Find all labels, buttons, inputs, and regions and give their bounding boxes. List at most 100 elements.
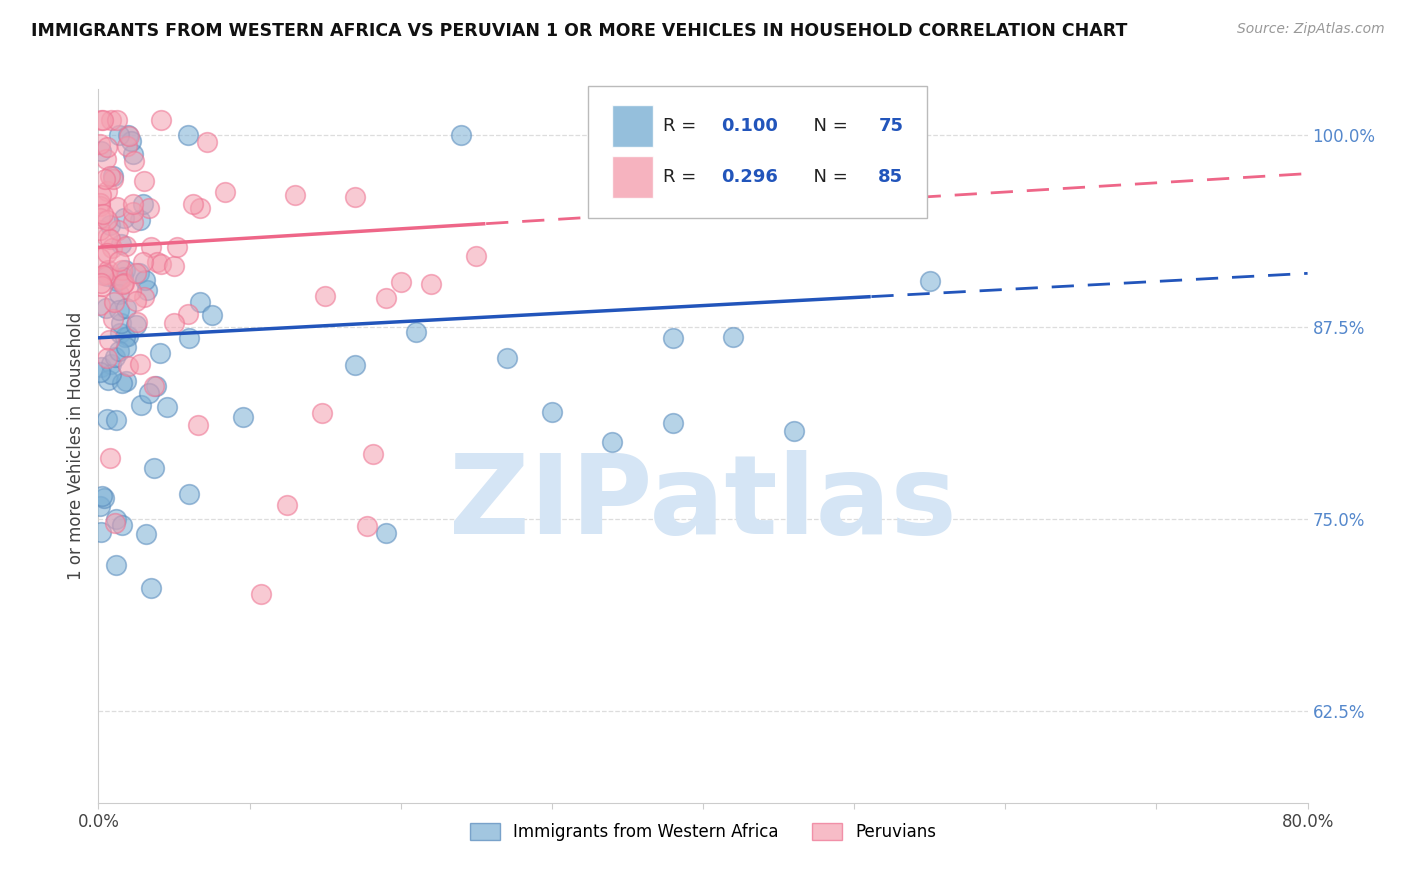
Point (117, 329, 139, 343)
Point (661, 416, 683, 430)
Point (188, 295, 211, 310)
Point (179, 486, 201, 500)
Point (90, 524, 112, 539)
Point (104, 516, 127, 530)
Point (90, 276, 112, 290)
Point (90, 187, 112, 202)
Point (97, 263, 120, 277)
Point (90, 279, 112, 293)
Point (187, 417, 209, 432)
Point (136, 283, 159, 297)
Point (110, 236, 132, 251)
Point (98, 232, 121, 246)
Point (120, 284, 142, 298)
Point (108, 128, 131, 143)
Text: 85: 85 (879, 168, 904, 186)
Point (465, 249, 488, 263)
Point (132, 174, 155, 188)
Point (93, 491, 115, 505)
Point (105, 200, 128, 214)
Point (132, 254, 155, 268)
Point (108, 303, 131, 318)
Text: R =: R = (664, 168, 702, 186)
Point (121, 215, 143, 229)
Point (90, 359, 112, 374)
Point (214, 186, 236, 200)
Point (96, 351, 118, 366)
Point (149, 346, 172, 360)
Point (139, 581, 162, 595)
Point (89, 251, 111, 265)
Point (128, 266, 150, 280)
Point (356, 519, 378, 533)
Point (145, 379, 167, 393)
Point (94, 152, 117, 166)
Point (115, 301, 138, 316)
Point (110, 316, 132, 330)
Point (91, 489, 114, 503)
Point (114, 263, 136, 277)
Point (89, 199, 111, 213)
Point (100, 367, 122, 381)
Point (142, 378, 165, 392)
Point (98, 218, 121, 232)
Point (344, 358, 367, 372)
Point (93, 112, 115, 127)
Text: ZIPatlas: ZIPatlas (449, 450, 957, 557)
Text: N =: N = (803, 118, 853, 136)
Point (122, 196, 145, 211)
Point (131, 398, 153, 412)
Point (361, 447, 384, 461)
Point (132, 290, 155, 304)
Point (181, 196, 204, 211)
Point (122, 146, 145, 161)
Point (111, 270, 134, 285)
Point (201, 308, 224, 322)
Point (122, 204, 145, 219)
Point (100, 112, 122, 127)
Point (129, 357, 152, 371)
Point (284, 188, 307, 202)
Point (96, 184, 118, 198)
Point (112, 277, 135, 291)
Point (125, 318, 148, 332)
Point (120, 134, 142, 148)
Point (107, 344, 129, 359)
Point (111, 376, 134, 390)
Point (150, 112, 173, 127)
Text: IMMIGRANTS FROM WESTERN AFRICA VS PERUVIAN 1 OR MORE VEHICLES IN HOUSEHOLD CORRE: IMMIGRANTS FROM WESTERN AFRICA VS PERUVI… (31, 22, 1128, 40)
Point (723, 138, 745, 153)
Point (89, 137, 111, 152)
Point (114, 329, 136, 343)
Point (142, 461, 165, 475)
Point (115, 139, 138, 153)
Point (101, 169, 124, 183)
Point (374, 291, 396, 305)
Point (405, 325, 427, 339)
Point (112, 211, 135, 225)
Point (107, 223, 129, 237)
Point (98, 451, 121, 466)
Point (94, 172, 117, 186)
Point (104, 350, 127, 364)
Point (661, 331, 683, 345)
Point (129, 212, 152, 227)
Point (98, 333, 121, 347)
Point (389, 275, 412, 289)
Point (163, 260, 186, 274)
Point (89, 211, 111, 225)
Point (96, 268, 118, 283)
Point (111, 263, 134, 277)
Text: 0.296: 0.296 (721, 168, 778, 186)
Point (117, 359, 139, 374)
Y-axis label: 1 or more Vehicles in Household: 1 or more Vehicles in Household (66, 312, 84, 580)
Point (101, 241, 124, 255)
Point (94, 301, 117, 315)
Point (97, 373, 120, 387)
Point (374, 526, 396, 541)
Point (101, 311, 124, 326)
Point (108, 254, 131, 268)
Point (89, 500, 111, 514)
Point (124, 154, 146, 169)
Point (156, 401, 179, 415)
